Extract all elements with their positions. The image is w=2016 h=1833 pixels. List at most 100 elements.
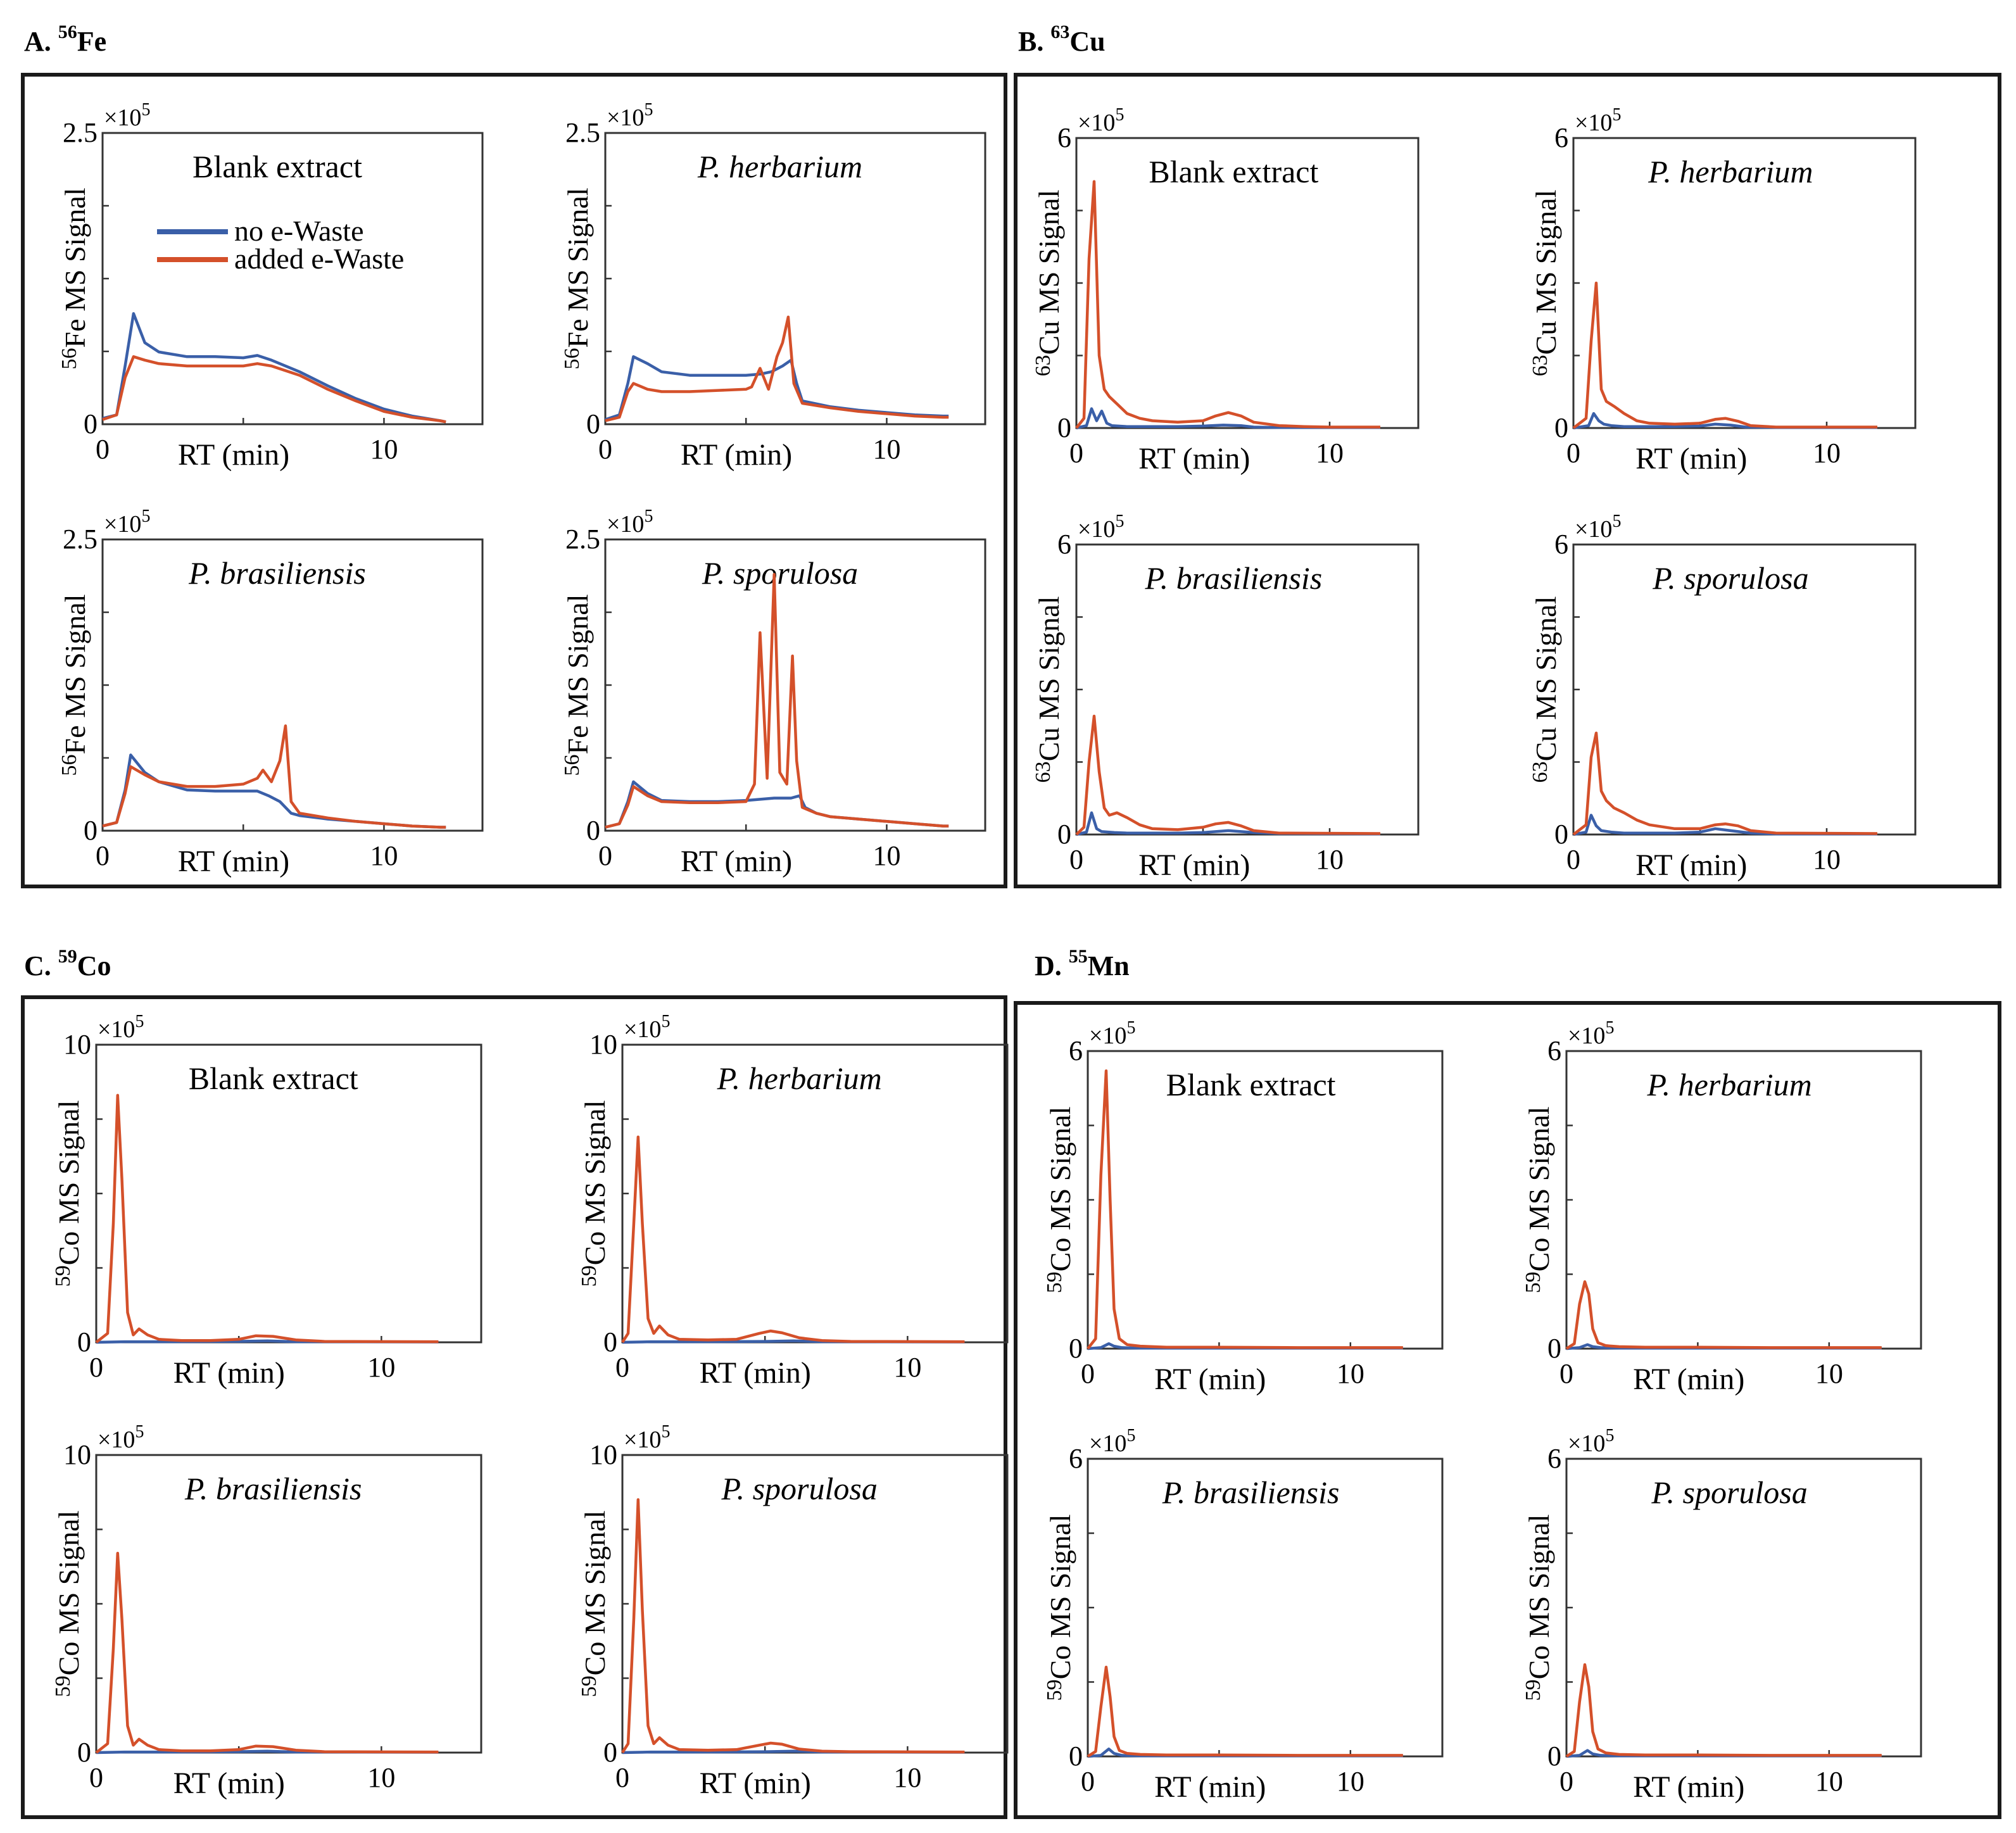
y-power-label: ×105: [624, 1012, 670, 1043]
y-axis-label: 59Co MS Signal: [1521, 1515, 1555, 1701]
series-added-ewaste: [605, 572, 949, 829]
y-power-label: ×105: [1568, 1018, 1614, 1049]
series-added-ewaste: [1075, 714, 1381, 836]
y-tick-label-0: 0: [1069, 1333, 1083, 1364]
y-tick-label-max: 10: [589, 1439, 617, 1470]
y-tick-label-max: 6: [1554, 529, 1568, 560]
plot-title: P. sporulosa: [1651, 1475, 1807, 1510]
y-tick-label-max: 6: [1057, 529, 1071, 560]
plot-title: P. sporulosa: [1652, 560, 1808, 596]
x-tick-label-0: 0: [89, 1762, 103, 1793]
y-power-label: ×105: [607, 100, 653, 131]
y-tick-label-0: 0: [1069, 1741, 1083, 1772]
x-tick-label-10: 10: [1337, 1766, 1364, 1797]
y-tick-label-max: 6: [1554, 122, 1568, 153]
y-power-label: ×105: [104, 507, 150, 538]
y-tick-label-0: 0: [84, 815, 98, 846]
series-added-ewaste: [1075, 180, 1380, 429]
y-tick-label-0: 0: [1057, 412, 1071, 443]
x-axis-label: RT (min): [681, 438, 792, 472]
y-tick-label-max: 10: [63, 1029, 91, 1060]
y-tick-label-0: 0: [1547, 1333, 1561, 1364]
x-axis-label: RT (min): [173, 1356, 285, 1390]
y-tick-label-max: 2.5: [63, 524, 98, 555]
x-axis-label: RT (min): [178, 438, 289, 472]
x-tick-label-0: 0: [1081, 1358, 1095, 1389]
x-axis-label: RT (min): [1138, 848, 1250, 882]
y-power-label: ×105: [104, 100, 150, 131]
x-tick-label-10: 10: [367, 1352, 395, 1383]
y-tick-label-max: 2.5: [565, 117, 600, 148]
series-added-ewaste: [605, 315, 949, 422]
series-added-ewaste: [1087, 1665, 1403, 1758]
y-axis-label: 59Co MS Signal: [51, 1100, 85, 1287]
panel-frame-B: [1014, 73, 2001, 888]
panel-title-A: A. 56Fe: [24, 22, 106, 57]
subplot-B-2: 0 6 ×105 0 10 RT (min) 63Cu MS Signal P. herbar…: [1528, 105, 1917, 476]
panel-frame-C: [21, 995, 1007, 1819]
y-tick-label-0: 0: [603, 1326, 617, 1357]
panel-title-D: D. 55Mn: [1035, 946, 1130, 981]
plot-title: Blank extract: [1166, 1067, 1336, 1102]
y-power-label: ×105: [1078, 512, 1124, 543]
series-added-ewaste: [1087, 1069, 1403, 1350]
x-tick-label-10: 10: [1337, 1358, 1364, 1389]
plot-title: Blank extract: [189, 1061, 358, 1096]
plot-title: P. herbarium: [1646, 1067, 1811, 1102]
series-added-ewaste: [95, 1551, 439, 1754]
x-tick-label-10: 10: [1815, 1358, 1843, 1389]
panel-title-C: C. 59Co: [24, 946, 111, 981]
x-tick-label-10: 10: [1813, 844, 1841, 875]
y-tick-label-0: 0: [603, 1737, 617, 1768]
y-axis-label: 59Co MS Signal: [1043, 1515, 1076, 1701]
y-axis-label: 59Co MS Signal: [1043, 1107, 1076, 1294]
plot-title: Blank extract: [1149, 154, 1318, 189]
x-axis-label: RT (min): [681, 845, 792, 878]
x-tick-label-0: 0: [1069, 844, 1083, 875]
plot-title: P. brasiliensis: [184, 1471, 362, 1506]
subplot-D-1: 0 6 ×105 0 10 RT (min) 59Co MS Signal Blank ext…: [1043, 1018, 1444, 1396]
y-tick-label-0: 0: [1057, 819, 1071, 850]
legend-label-no-ewaste: no e-Waste: [234, 215, 363, 247]
series-added-ewaste: [95, 1093, 439, 1344]
subplot-A-2: 0 2.5 ×105 0 10 RT (min) 56Fe MS Signal P. herb…: [560, 100, 986, 472]
x-axis-label: RT (min): [173, 1767, 285, 1800]
y-axis-label: 56Fe MS Signal: [560, 594, 594, 776]
y-tick-label-0: 0: [586, 815, 600, 846]
series-no-ewaste: [102, 753, 446, 829]
x-axis-label: RT (min): [1138, 442, 1250, 476]
x-tick-label-0: 0: [615, 1352, 629, 1383]
x-tick-label-10: 10: [873, 840, 900, 871]
series-added-ewaste: [621, 1498, 965, 1754]
x-tick-label-10: 10: [370, 434, 398, 465]
subplot-B-4: 0 6 ×105 0 10 RT (min) 63Cu MS Signal P. sporul…: [1528, 512, 1917, 882]
y-power-label: ×105: [98, 1012, 144, 1043]
subplot-B-3: 0 6 ×105 0 10 RT (min) 63Cu MS Signal P. brasil…: [1031, 512, 1420, 882]
y-power-label: ×105: [1089, 1426, 1135, 1457]
subplot-A-3: 0 2.5 ×105 0 10 RT (min) 56Fe MS Signal P. bras…: [58, 507, 484, 878]
series-no-ewaste: [1573, 814, 1877, 836]
series-added-ewaste: [1565, 1663, 1882, 1758]
y-tick-label-max: 6: [1069, 1035, 1083, 1066]
y-axis-label: 63Cu MS Signal: [1031, 596, 1065, 783]
series-no-ewaste: [605, 780, 949, 829]
y-tick-label-0: 0: [77, 1737, 91, 1768]
x-axis-label: RT (min): [1633, 1770, 1744, 1804]
y-power-label: ×105: [624, 1422, 670, 1453]
y-axis-label: 56Fe MS Signal: [58, 594, 91, 776]
y-axis-label: 63Cu MS Signal: [1528, 596, 1562, 783]
series-no-ewaste: [96, 1749, 439, 1754]
series-no-ewaste: [1076, 407, 1380, 430]
y-axis-label: 59Co MS Signal: [577, 1511, 611, 1698]
series-no-ewaste: [102, 312, 446, 424]
x-tick-label-0: 0: [1566, 438, 1580, 469]
subplot-D-3: 0 6 ×105 0 10 RT (min) 59Co MS Signal P. brasil…: [1043, 1426, 1444, 1804]
y-power-label: ×105: [1575, 512, 1621, 543]
series-added-ewaste: [1565, 1280, 1882, 1350]
